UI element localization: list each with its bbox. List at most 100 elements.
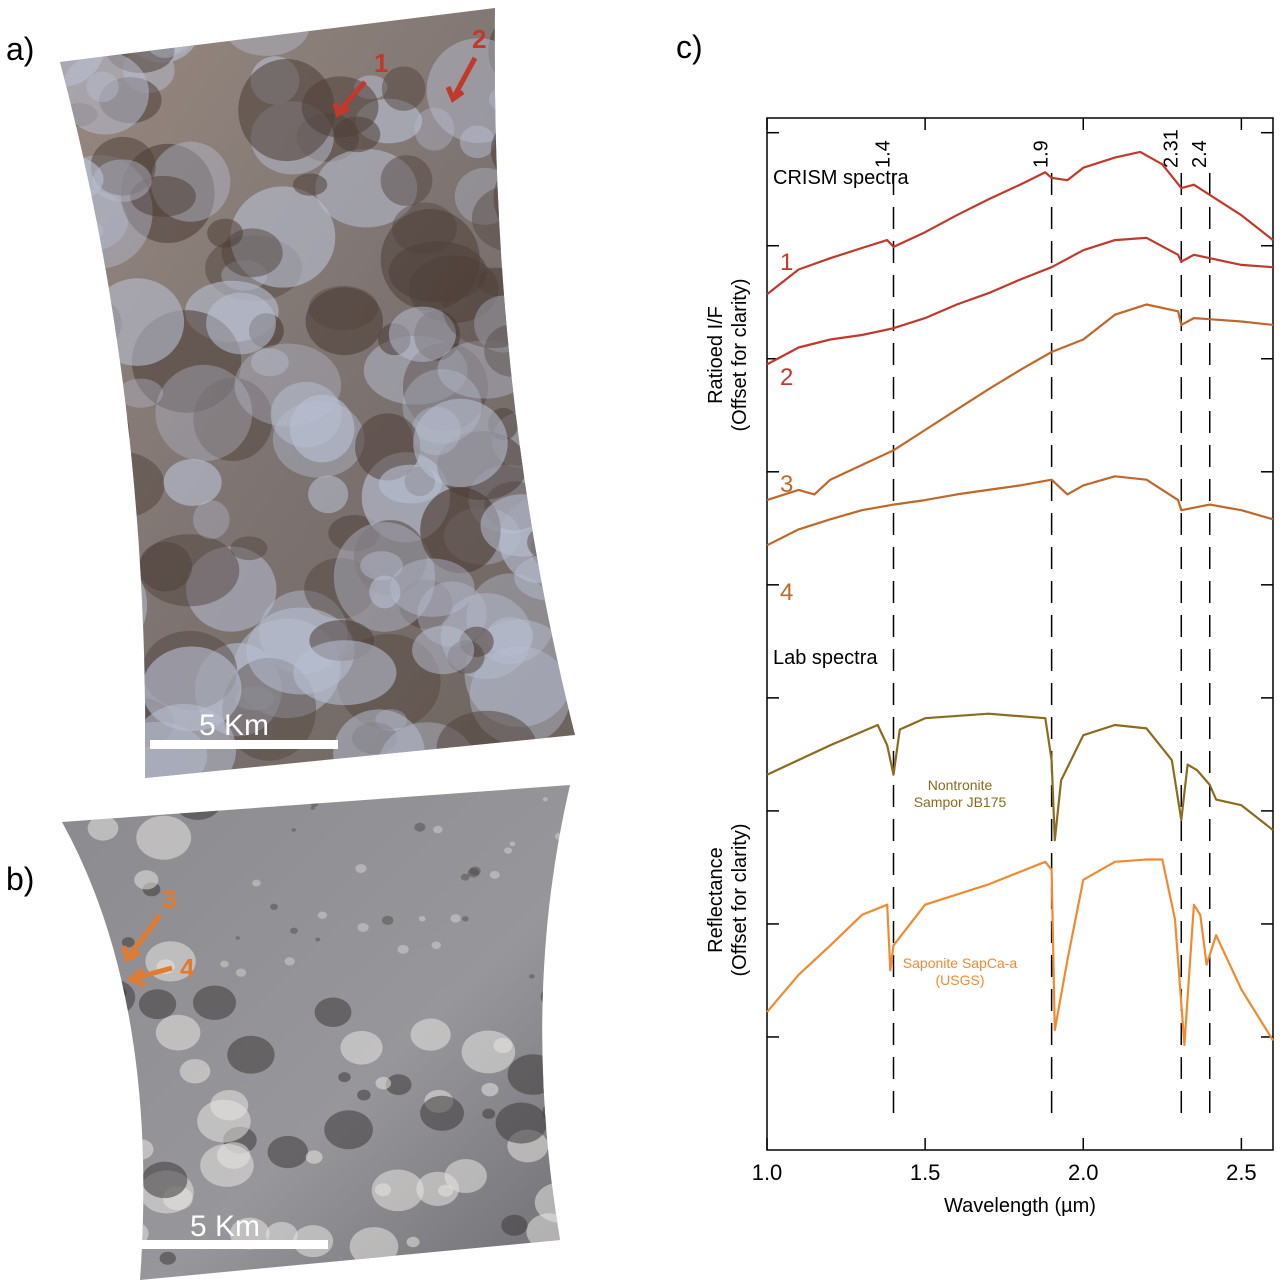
texture	[375, 1183, 391, 1196]
spectrum-line	[767, 238, 1273, 365]
texture	[90, 979, 136, 1015]
texture	[558, 879, 564, 884]
texture	[411, 1019, 451, 1051]
texture	[136, 816, 191, 860]
texture	[542, 1099, 574, 1125]
texture	[54, 880, 86, 906]
texture	[95, 1036, 125, 1060]
texture	[45, 1134, 75, 1158]
texture	[555, 833, 564, 840]
texture	[432, 941, 441, 949]
texture	[206, 293, 276, 355]
texture	[453, 1259, 492, 1283]
texture	[210, 1090, 248, 1121]
texture	[357, 1090, 371, 1101]
image-bg	[50, 780, 580, 1283]
texture	[174, 782, 222, 820]
marker-label: 3	[162, 884, 176, 914]
texture	[268, 1136, 309, 1168]
texture	[340, 1031, 382, 1065]
texture	[382, 916, 394, 925]
texture	[134, 870, 158, 889]
texture	[200, 1144, 254, 1187]
texture	[308, 475, 348, 513]
texture	[508, 1054, 559, 1095]
texture	[139, 989, 176, 1019]
image-b	[39, 778, 585, 1283]
texture	[180, 1059, 211, 1083]
texture	[481, 1083, 498, 1097]
annotation: Lab spectra	[773, 647, 878, 669]
texture	[224, 0, 309, 56]
texture	[472, 184, 557, 252]
image-a	[11, 0, 612, 808]
texture	[496, 1103, 547, 1144]
texture	[122, 937, 135, 947]
texture	[315, 938, 320, 942]
marker-label: 2	[472, 24, 486, 54]
texture	[560, 901, 571, 910]
texture	[357, 778, 364, 784]
texture	[541, 985, 570, 1008]
texture	[534, 42, 578, 91]
texture	[293, 173, 327, 195]
texture	[338, 1072, 350, 1082]
texture	[545, 49, 608, 87]
panel-label: a)	[6, 31, 34, 67]
texture	[111, 987, 126, 999]
texture	[155, 365, 252, 461]
x-axis-label: Wavelength (µm)	[944, 1195, 1096, 1217]
texture	[39, 1244, 86, 1282]
texture	[24, 155, 104, 204]
texture	[51, 555, 147, 656]
texture	[520, 423, 575, 472]
texture	[487, 617, 534, 656]
texture	[523, 207, 613, 286]
texture	[118, 379, 163, 408]
texture	[97, 696, 137, 738]
reference-label: 2.31	[1160, 129, 1182, 168]
texture	[156, 1015, 201, 1051]
texture	[490, 871, 500, 879]
plot-frame	[767, 118, 1273, 1150]
texture	[350, 1227, 399, 1266]
texture	[343, 1264, 358, 1276]
texture	[44, 566, 130, 639]
texture	[514, 554, 588, 601]
marker-label: 4	[180, 953, 195, 983]
texture	[86, 72, 118, 102]
figure: a) b) 5 Km 5 Km 1 2 3 4 c) 1.01.52.02.5W…	[0, 0, 1282, 1283]
texture	[480, 494, 565, 556]
texture	[504, 847, 512, 853]
texture	[236, 968, 246, 976]
texture	[478, 268, 517, 296]
texture	[193, 985, 236, 1019]
texture	[355, 864, 366, 873]
texture	[193, 500, 229, 539]
x-tick-label: 2.0	[1068, 1160, 1099, 1185]
texture	[125, 1255, 141, 1268]
texture	[128, 1139, 154, 1160]
series-label: 4	[780, 579, 793, 606]
texture	[142, 1162, 188, 1198]
texture	[482, 1109, 495, 1119]
annotation: CRISM spectra	[773, 167, 909, 189]
spectrum-line	[767, 305, 1273, 501]
texture	[88, 1122, 136, 1161]
texture	[489, 83, 544, 116]
texture	[333, 709, 425, 797]
texture	[450, 914, 460, 922]
texture	[509, 842, 515, 847]
y-axis-label: (Offset for clarity)	[729, 824, 751, 977]
x-tick-label: 1.5	[910, 1160, 941, 1185]
texture	[437, 711, 537, 785]
texture	[251, 348, 289, 376]
spectrum-line	[767, 476, 1273, 545]
texture	[433, 826, 442, 833]
panel-label: b)	[6, 861, 34, 897]
texture	[292, 828, 296, 831]
texture	[139, 542, 192, 592]
texture	[558, 19, 596, 58]
texture	[518, 395, 595, 468]
texture	[289, 793, 298, 800]
